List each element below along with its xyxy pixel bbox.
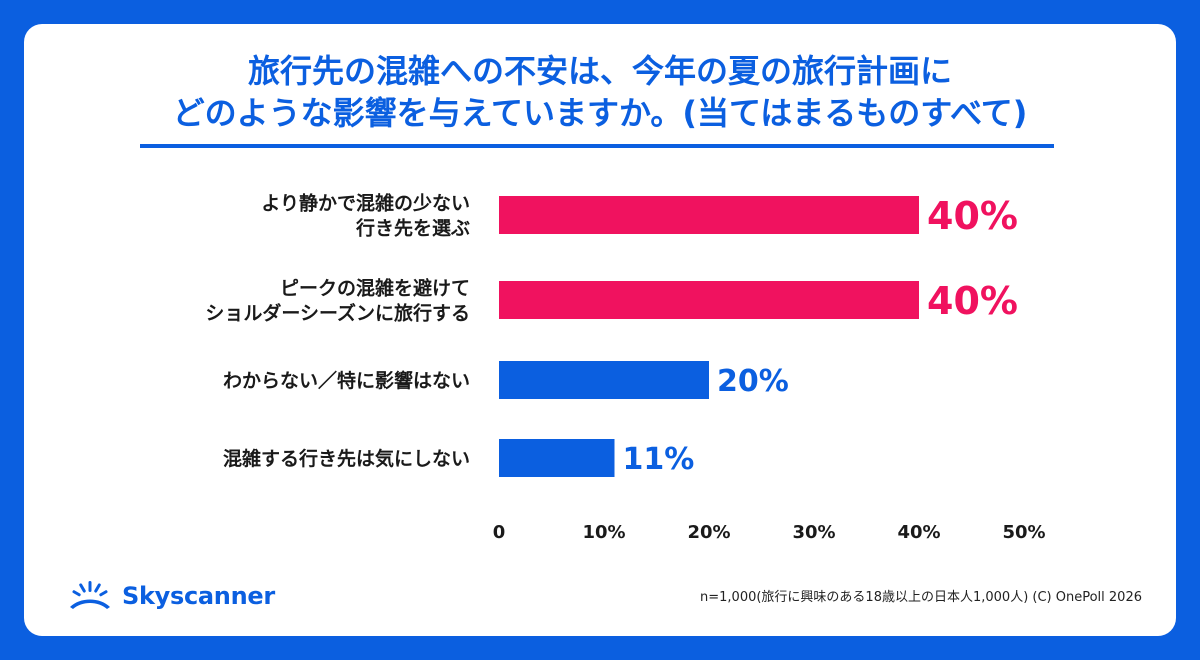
- bar: [499, 361, 709, 399]
- bar-value-label: 40%: [927, 279, 1018, 323]
- brand-logo: Skyscanner: [66, 576, 275, 616]
- title-underline: [140, 144, 1054, 148]
- category-label: ショルダーシーズンに旅行する: [205, 302, 470, 325]
- bar: [499, 281, 919, 319]
- bar-value-label: 11%: [623, 442, 695, 477]
- x-tick-label: 40%: [897, 522, 940, 543]
- category-label: わからない／特に影響はない: [223, 369, 470, 392]
- x-tick-label: 50%: [1002, 522, 1045, 543]
- x-tick-label: 30%: [792, 522, 835, 543]
- x-tick-label: 20%: [687, 522, 730, 543]
- title-line-2: どのような影響を与えていますか。(当てはまるものすべて): [172, 94, 1028, 132]
- bar: [499, 196, 919, 234]
- title-line-1: 旅行先の混雑への不安は、今年の夏の旅行計画に: [247, 52, 952, 90]
- category-label: 混雑する行き先は気にしない: [223, 447, 470, 470]
- brand-name: Skyscanner: [122, 582, 275, 610]
- chart-card: 旅行先の混雑への不安は、今年の夏の旅行計画に どのような影響を与えていますか。(…: [24, 24, 1176, 636]
- skyscanner-sunrise-icon: [70, 581, 110, 609]
- bar-value-label: 20%: [717, 364, 789, 399]
- chart-title: 旅行先の混雑への不安は、今年の夏の旅行計画に どのような影響を与えていますか。(…: [24, 50, 1176, 134]
- x-tick-label: 0: [493, 522, 506, 543]
- category-label: 行き先を選ぶ: [355, 217, 470, 240]
- x-tick-label: 10%: [582, 522, 625, 543]
- category-label: より静かで混雑の少ない: [261, 192, 470, 215]
- bar-value-label: 40%: [927, 194, 1018, 238]
- bar: [499, 439, 615, 477]
- category-label: ピークの混雑を避けて: [280, 277, 470, 300]
- footnote: n=1,000(旅行に興味のある18歳以上の日本人1,000人) (C) One…: [700, 590, 1142, 605]
